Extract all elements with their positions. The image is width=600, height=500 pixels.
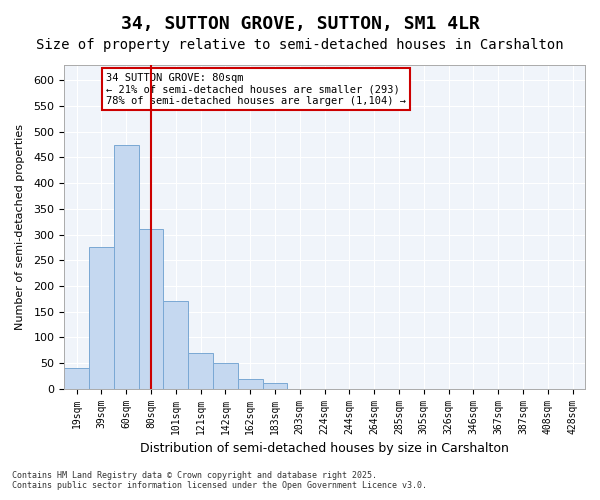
Y-axis label: Number of semi-detached properties: Number of semi-detached properties bbox=[15, 124, 25, 330]
Text: Contains HM Land Registry data © Crown copyright and database right 2025.
Contai: Contains HM Land Registry data © Crown c… bbox=[12, 470, 427, 490]
Bar bbox=[188, 352, 213, 388]
Bar bbox=[238, 380, 263, 388]
X-axis label: Distribution of semi-detached houses by size in Carshalton: Distribution of semi-detached houses by … bbox=[140, 442, 509, 455]
Text: Size of property relative to semi-detached houses in Carshalton: Size of property relative to semi-detach… bbox=[36, 38, 564, 52]
Bar bbox=[139, 230, 163, 388]
Text: 34, SUTTON GROVE, SUTTON, SM1 4LR: 34, SUTTON GROVE, SUTTON, SM1 4LR bbox=[121, 15, 479, 33]
Text: 34 SUTTON GROVE: 80sqm
← 21% of semi-detached houses are smaller (293)
78% of se: 34 SUTTON GROVE: 80sqm ← 21% of semi-det… bbox=[106, 72, 406, 106]
Bar bbox=[89, 248, 114, 388]
Bar bbox=[163, 302, 188, 388]
Bar bbox=[114, 144, 139, 388]
Bar bbox=[213, 363, 238, 388]
Bar bbox=[263, 382, 287, 388]
Bar bbox=[64, 368, 89, 388]
